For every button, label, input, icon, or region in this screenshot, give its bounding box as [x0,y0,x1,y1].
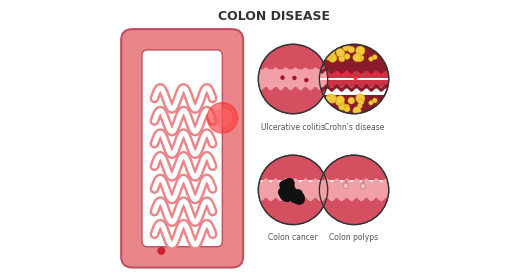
Circle shape [286,184,296,194]
Circle shape [369,57,373,61]
Bar [319,200,389,225]
Circle shape [319,155,389,225]
Circle shape [328,94,337,103]
Circle shape [325,106,330,111]
Circle shape [323,43,331,52]
Circle shape [339,104,345,110]
FancyBboxPatch shape [121,29,243,267]
Circle shape [294,192,305,203]
Circle shape [259,155,328,225]
Circle shape [356,46,365,55]
Circle shape [279,190,288,199]
Circle shape [279,180,289,190]
Circle shape [280,187,295,202]
Bar [259,200,328,225]
Circle shape [377,44,386,53]
Text: COLON DISEASE: COLON DISEASE [217,10,329,23]
Circle shape [358,99,364,105]
FancyBboxPatch shape [142,50,223,247]
Circle shape [325,96,331,102]
Circle shape [328,53,337,62]
Bar [259,155,328,180]
Circle shape [319,45,327,53]
Circle shape [353,53,361,62]
Circle shape [339,101,344,106]
Circle shape [319,103,327,111]
Circle shape [319,44,389,114]
Bar [259,89,328,114]
Circle shape [353,107,361,115]
Circle shape [369,101,373,105]
Circle shape [282,186,291,195]
Bar [319,44,389,72]
Circle shape [357,57,362,62]
Circle shape [319,44,389,114]
Circle shape [289,191,298,200]
Circle shape [292,189,303,199]
Circle shape [158,248,164,254]
Text: Colon cancer: Colon cancer [268,234,318,242]
Circle shape [360,183,365,189]
Circle shape [259,44,328,114]
Circle shape [279,188,290,199]
Circle shape [336,99,342,106]
Circle shape [348,46,355,53]
Circle shape [343,183,348,188]
Circle shape [344,53,350,59]
Text: Colon polyps: Colon polyps [329,234,379,242]
Circle shape [259,155,328,225]
Circle shape [372,98,377,103]
Circle shape [293,193,305,205]
Text: Ulcerative colitis: Ulcerative colitis [261,123,325,132]
Circle shape [259,44,328,114]
Bar [319,155,389,180]
Circle shape [293,193,304,204]
Circle shape [326,94,335,103]
Circle shape [336,48,342,55]
Circle shape [281,179,295,193]
Circle shape [339,50,344,56]
Circle shape [356,94,365,103]
Text: Crohn's disease: Crohn's disease [324,123,384,132]
Circle shape [284,178,295,189]
Circle shape [372,55,377,60]
Circle shape [289,190,303,204]
Circle shape [304,78,308,82]
Circle shape [339,55,345,62]
Circle shape [354,76,357,80]
Circle shape [283,186,291,195]
Circle shape [348,97,355,104]
Circle shape [213,109,231,127]
Circle shape [343,104,350,111]
Circle shape [280,75,285,80]
Circle shape [358,55,364,61]
Circle shape [319,155,389,225]
Circle shape [282,190,293,201]
Circle shape [323,107,331,115]
Circle shape [357,104,362,108]
Bar [319,72,389,86]
Circle shape [344,106,350,112]
Circle shape [207,102,237,133]
Circle shape [326,49,335,58]
Circle shape [336,49,344,57]
Bar [259,44,328,69]
Circle shape [325,45,330,50]
Circle shape [325,55,331,60]
Circle shape [336,96,344,104]
Circle shape [282,190,291,200]
Circle shape [292,76,297,80]
Bar [319,95,389,114]
Bar [319,78,389,80]
Circle shape [377,101,386,110]
Circle shape [278,187,288,197]
Bar [259,69,328,89]
Circle shape [343,44,350,51]
